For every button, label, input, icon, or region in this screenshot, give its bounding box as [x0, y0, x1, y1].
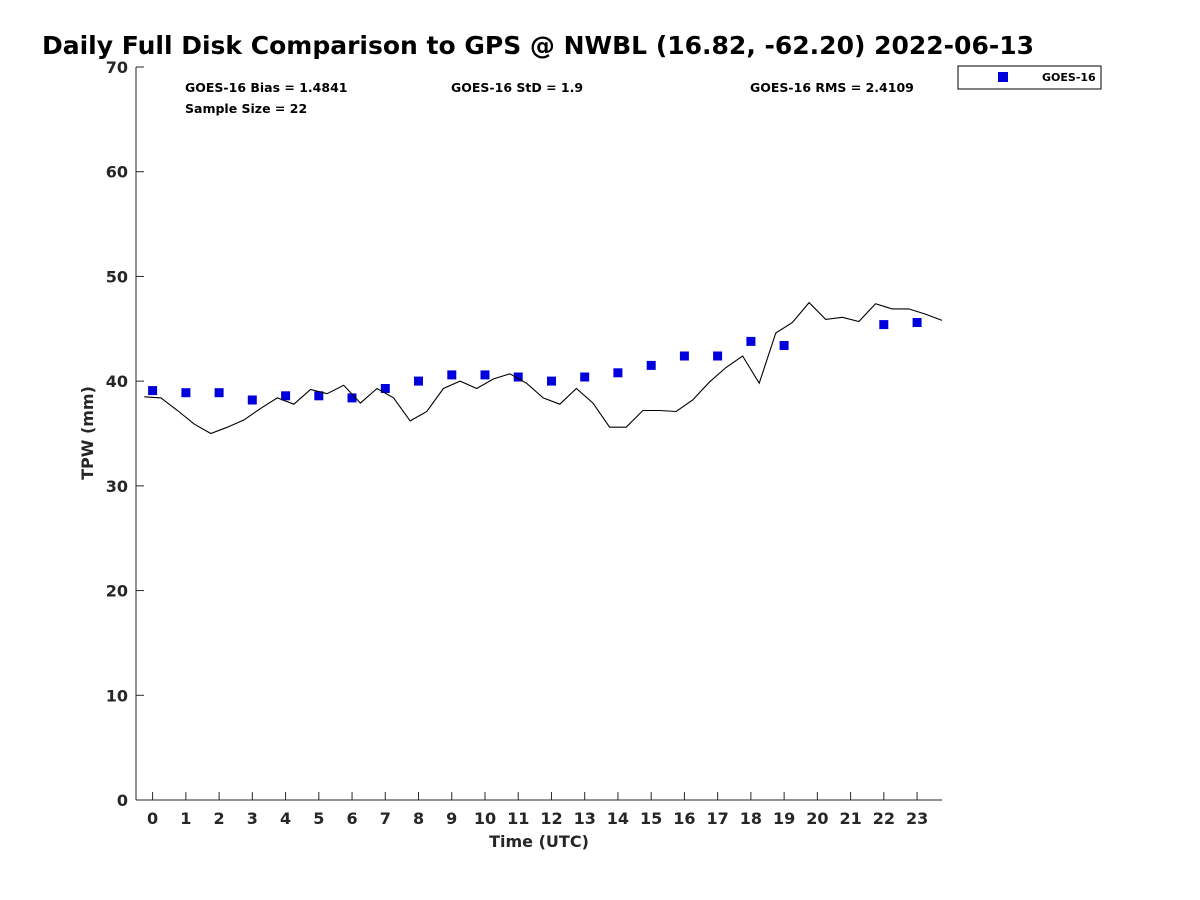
stat-rms: GOES-16 RMS = 2.4109: [750, 80, 914, 95]
series-layer: [144, 301, 943, 435]
y-axis-label: TPW (mm): [78, 386, 97, 480]
data-point: [480, 370, 490, 380]
stat-std: GOES-16 StD = 1.9: [451, 80, 583, 95]
data-point: [613, 368, 623, 378]
x-tick-label: 7: [380, 809, 391, 828]
chart-title: Daily Full Disk Comparison to GPS @ NWBL…: [42, 31, 1034, 60]
data-point: [281, 391, 291, 401]
x-tick-label: 21: [839, 809, 861, 828]
x-tick-label: 19: [773, 809, 795, 828]
x-tick-label: 2: [214, 809, 225, 828]
x-tick-label: 5: [313, 809, 324, 828]
data-point: [314, 391, 324, 401]
x-tick-label: 0: [147, 809, 158, 828]
stat-bias: GOES-16 Bias = 1.4841: [185, 80, 347, 95]
data-point: [181, 388, 191, 398]
data-point: [879, 320, 889, 330]
x-tick-label: 20: [806, 809, 828, 828]
data-point: [646, 360, 656, 370]
y-tick-label: 30: [106, 477, 128, 496]
legend-marker-square-icon: [998, 72, 1008, 82]
x-tick-label: 16: [673, 809, 695, 828]
legend-box: [957, 65, 1102, 90]
data-point: [148, 386, 158, 396]
data-point: [513, 372, 523, 382]
y-tick-label: 50: [106, 267, 128, 286]
x-tick-label: 13: [574, 809, 596, 828]
legend-entry-goes16: GOES-16: [1042, 71, 1096, 84]
y-tick-label: 20: [106, 582, 128, 601]
x-tick-label: 9: [446, 809, 457, 828]
data-point: [912, 318, 922, 327]
stat-sample-size: Sample Size = 22: [185, 101, 307, 116]
y-tick-label: 0: [117, 791, 128, 810]
x-tick-label: 17: [707, 809, 729, 828]
y-tick-label: 40: [106, 372, 128, 391]
y-tick-label: 10: [106, 686, 128, 705]
x-ticks: 0 1 2 3 4 5 6 7 8 9 10 11 12 13 14 15 16 17 18 19 20 21 22 23: [147, 792, 928, 828]
x-tick-label: 22: [873, 809, 895, 828]
x-tick-label: 23: [906, 809, 928, 828]
data-point: [779, 341, 789, 350]
data-point: [679, 351, 689, 361]
x-axis-label: Time (UTC): [489, 832, 589, 851]
x-tick-label: 8: [413, 809, 424, 828]
x-tick-label: 14: [607, 809, 629, 828]
data-point: [347, 393, 357, 403]
y-ticks: 0 10 20 30 40 50 60 70: [106, 58, 144, 810]
x-tick-label: 11: [507, 809, 529, 828]
x-tick-label: 3: [247, 809, 258, 828]
x-tick-label: 15: [640, 809, 662, 828]
x-tick-label: 10: [474, 809, 496, 828]
x-tick-label: 18: [740, 809, 762, 828]
reference-line: [144, 301, 943, 435]
data-point: [414, 376, 423, 386]
data-point: [580, 372, 590, 382]
x-tick-label: 12: [540, 809, 562, 828]
data-point: [746, 336, 756, 346]
data-point: [547, 376, 556, 386]
y-tick-label: 70: [106, 58, 128, 77]
data-point: [214, 388, 224, 398]
data-point: [247, 395, 257, 405]
legend: GOES-16: [957, 65, 1102, 90]
x-tick-label: 6: [346, 809, 357, 828]
data-point: [447, 370, 457, 380]
x-tick-label: 1: [180, 809, 191, 828]
data-point: [713, 351, 723, 361]
y-tick-label: 60: [106, 163, 128, 182]
data-point: [380, 384, 390, 393]
x-tick-label: 4: [280, 809, 291, 828]
plot-frame: [136, 67, 942, 800]
